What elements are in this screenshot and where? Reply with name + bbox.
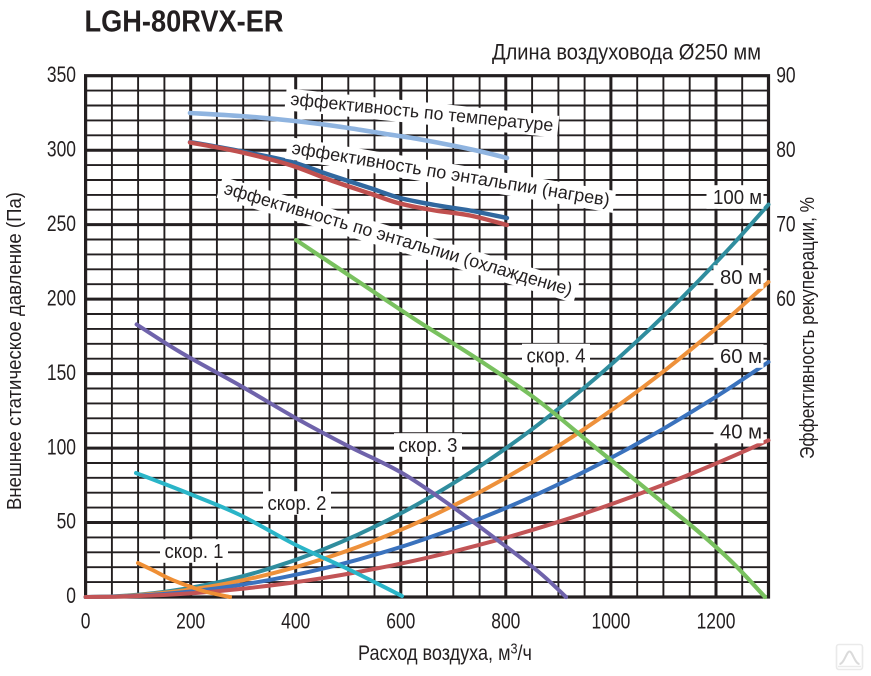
svg-text:60 м: 60 м bbox=[720, 346, 762, 368]
svg-text:400: 400 bbox=[281, 609, 310, 634]
svg-text:0: 0 bbox=[81, 609, 91, 634]
svg-text:350: 350 bbox=[47, 62, 76, 87]
svg-text:100: 100 bbox=[47, 434, 76, 459]
svg-text:LGH-80RVX-ER: LGH-80RVX-ER bbox=[85, 3, 284, 38]
svg-text:40 м: 40 м bbox=[720, 422, 762, 444]
svg-text:150: 150 bbox=[47, 360, 76, 385]
svg-text:скор. 2: скор. 2 bbox=[268, 493, 327, 515]
svg-text:100 м: 100 м bbox=[713, 187, 762, 209]
svg-text:200: 200 bbox=[47, 285, 76, 310]
svg-text:1200: 1200 bbox=[697, 609, 736, 634]
svg-text:скор. 1: скор. 1 bbox=[165, 541, 224, 563]
svg-text:60: 60 bbox=[776, 286, 795, 311]
svg-text:80 м: 80 м bbox=[720, 267, 762, 289]
svg-text:скор. 4: скор. 4 bbox=[527, 346, 586, 368]
svg-text:300: 300 bbox=[47, 136, 76, 161]
svg-text:Внешнее статическое давление (: Внешнее статическое давление (Па) bbox=[3, 192, 26, 510]
svg-text:80: 80 bbox=[776, 137, 795, 162]
svg-text:скор. 3: скор. 3 bbox=[399, 435, 458, 457]
svg-text:250: 250 bbox=[47, 211, 76, 236]
svg-text:800: 800 bbox=[491, 609, 520, 634]
svg-text:1000: 1000 bbox=[592, 609, 631, 634]
svg-text:Длина воздуховода Ø250 мм: Длина воздуховода Ø250 мм bbox=[492, 39, 761, 64]
svg-text:Эффективность рекуперации, %: Эффективность рекуперации, % bbox=[796, 197, 819, 459]
svg-text:600: 600 bbox=[386, 609, 415, 634]
svg-text:Расход воздуха, м3/ч: Расход воздуха, м3/ч bbox=[358, 639, 532, 665]
svg-text:0: 0 bbox=[66, 583, 76, 608]
svg-text:200: 200 bbox=[176, 609, 205, 634]
svg-text:70: 70 bbox=[776, 212, 795, 237]
svg-text:50: 50 bbox=[57, 509, 76, 534]
svg-text:90: 90 bbox=[776, 63, 795, 88]
